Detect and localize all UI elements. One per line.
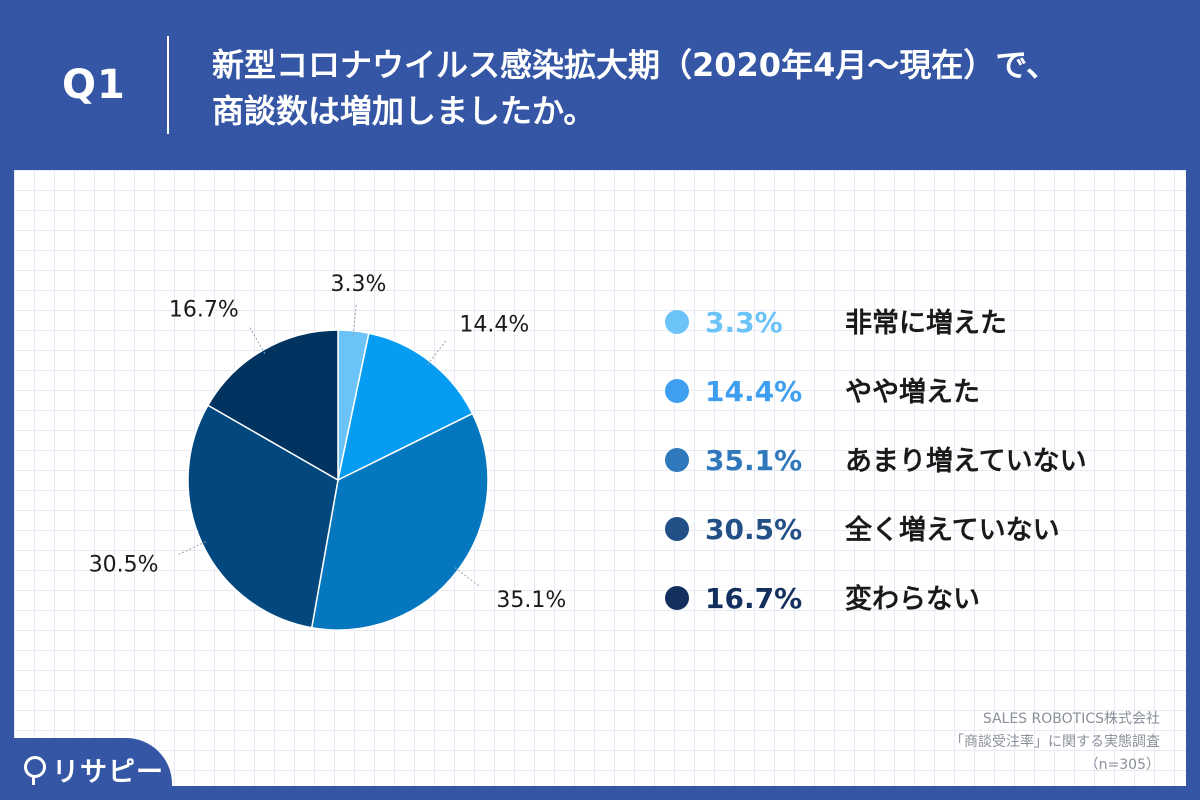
legend-marker-1 <box>665 310 689 334</box>
legend-value-1: 3.3% <box>705 306 783 339</box>
header-divider <box>167 36 169 134</box>
legend-value-3: 35.1% <box>705 444 802 477</box>
source-company: SALES ROBOTICS株式会社 <box>982 711 1160 727</box>
question-title-line2: 商談数は増加しましたか。 <box>212 92 596 130</box>
legend-value-4: 30.5% <box>705 513 802 546</box>
legend-marker-5 <box>665 586 689 610</box>
brand-name: リサピー <box>52 757 164 788</box>
question-title-line1: 新型コロナウイルス感染拡大期（2020年4月〜現在）で、 <box>212 46 1059 84</box>
chart-panel: 3.3% 14.4% 35.1% 30.5% 16.7% 3.3% 非常に増えた 14.4%… <box>14 170 1186 786</box>
pie-chart: 3.3% 14.4% 35.1% 30.5% 16.7% 3.3% 非常に増えた 14.4%… <box>89 272 1087 631</box>
leader-line-2 <box>427 340 447 365</box>
legend-marker-2 <box>665 379 689 403</box>
slice-value-label-3: 35.1% <box>496 588 566 613</box>
leader-line-3 <box>454 567 480 587</box>
pin-icon <box>24 756 46 785</box>
source-survey: 「商談受注率」に関する実態調査 <box>950 734 1160 750</box>
pie-slice-3 <box>310 412 489 631</box>
legend-label-2: やや増えた <box>845 376 980 408</box>
legend-label-5: 変わらない <box>845 583 980 615</box>
slice-value-label-1: 3.3% <box>331 272 387 297</box>
source-sample-size: （n=305） <box>1084 757 1160 773</box>
legend: 3.3% 非常に増えた 14.4% やや増えた 35.1% あまり増えていない 30.5% 全… <box>665 306 1087 615</box>
leader-lines <box>178 304 480 587</box>
slice-value-label-2: 14.4% <box>459 313 529 338</box>
brand-logo: リサピー <box>0 738 172 800</box>
legend-marker-4 <box>665 517 689 541</box>
legend-value-5: 16.7% <box>705 582 802 615</box>
slice-value-label-4: 30.5% <box>89 553 159 578</box>
question-label: Q1 <box>62 62 126 108</box>
slice-labels: 3.3% 14.4% 35.1% 30.5% 16.7% <box>89 272 567 613</box>
legend-label-4: 全く増えていない <box>844 514 1060 546</box>
leader-line-1 <box>352 304 357 335</box>
pie-slices <box>187 329 489 631</box>
header: Q1 新型コロナウイルス感染拡大期（2020年4月〜現在）で、 商談数は増加しま… <box>0 0 1200 170</box>
legend-label-3: あまり増えていない <box>845 445 1087 477</box>
leader-line-5 <box>249 327 266 354</box>
legend-marker-3 <box>665 448 689 472</box>
leader-line-4 <box>178 541 206 555</box>
slice-value-label-5: 16.7% <box>169 298 239 323</box>
legend-label-1: 非常に増えた <box>845 307 1007 339</box>
legend-value-2: 14.4% <box>705 375 802 408</box>
pie-slice-4 <box>187 404 339 629</box>
question-title: 新型コロナウイルス感染拡大期（2020年4月〜現在）で、 商談数は増加しましたか… <box>212 42 1172 134</box>
source-note: SALES ROBOTICS株式会社 「商談受注率」に関する実態調査 （n=30… <box>950 708 1160 777</box>
